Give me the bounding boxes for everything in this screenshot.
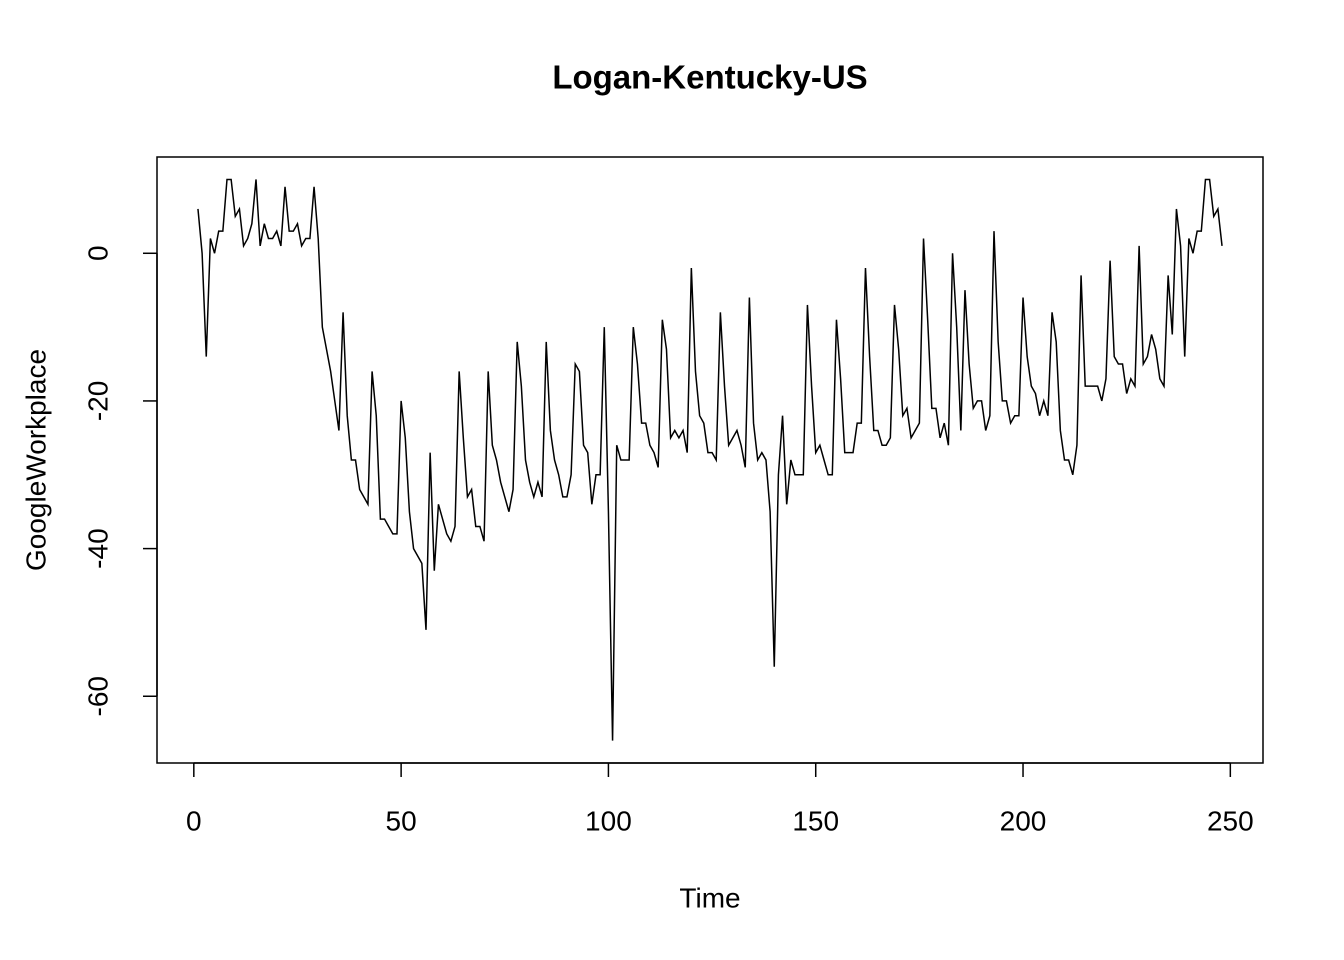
x-axis-label: Time bbox=[679, 882, 740, 913]
x-tick-label: 50 bbox=[386, 805, 417, 836]
data-line bbox=[197, 178, 1223, 741]
x-tick-label: 200 bbox=[1000, 805, 1047, 836]
y-tick-label: -40 bbox=[82, 528, 113, 568]
x-tick-label: 250 bbox=[1207, 805, 1254, 836]
y-axis-label: GoogleWorkplace bbox=[20, 349, 51, 571]
y-tick-label: -20 bbox=[82, 381, 113, 421]
x-tick-label: 150 bbox=[792, 805, 839, 836]
y-tick-label: 0 bbox=[82, 245, 113, 261]
y-tick-label: -60 bbox=[82, 676, 113, 716]
x-tick-label: 0 bbox=[186, 805, 202, 836]
chart-title: Logan-Kentucky-US bbox=[552, 59, 867, 96]
x-tick-label: 100 bbox=[585, 805, 632, 836]
plot-frame bbox=[156, 156, 1264, 764]
